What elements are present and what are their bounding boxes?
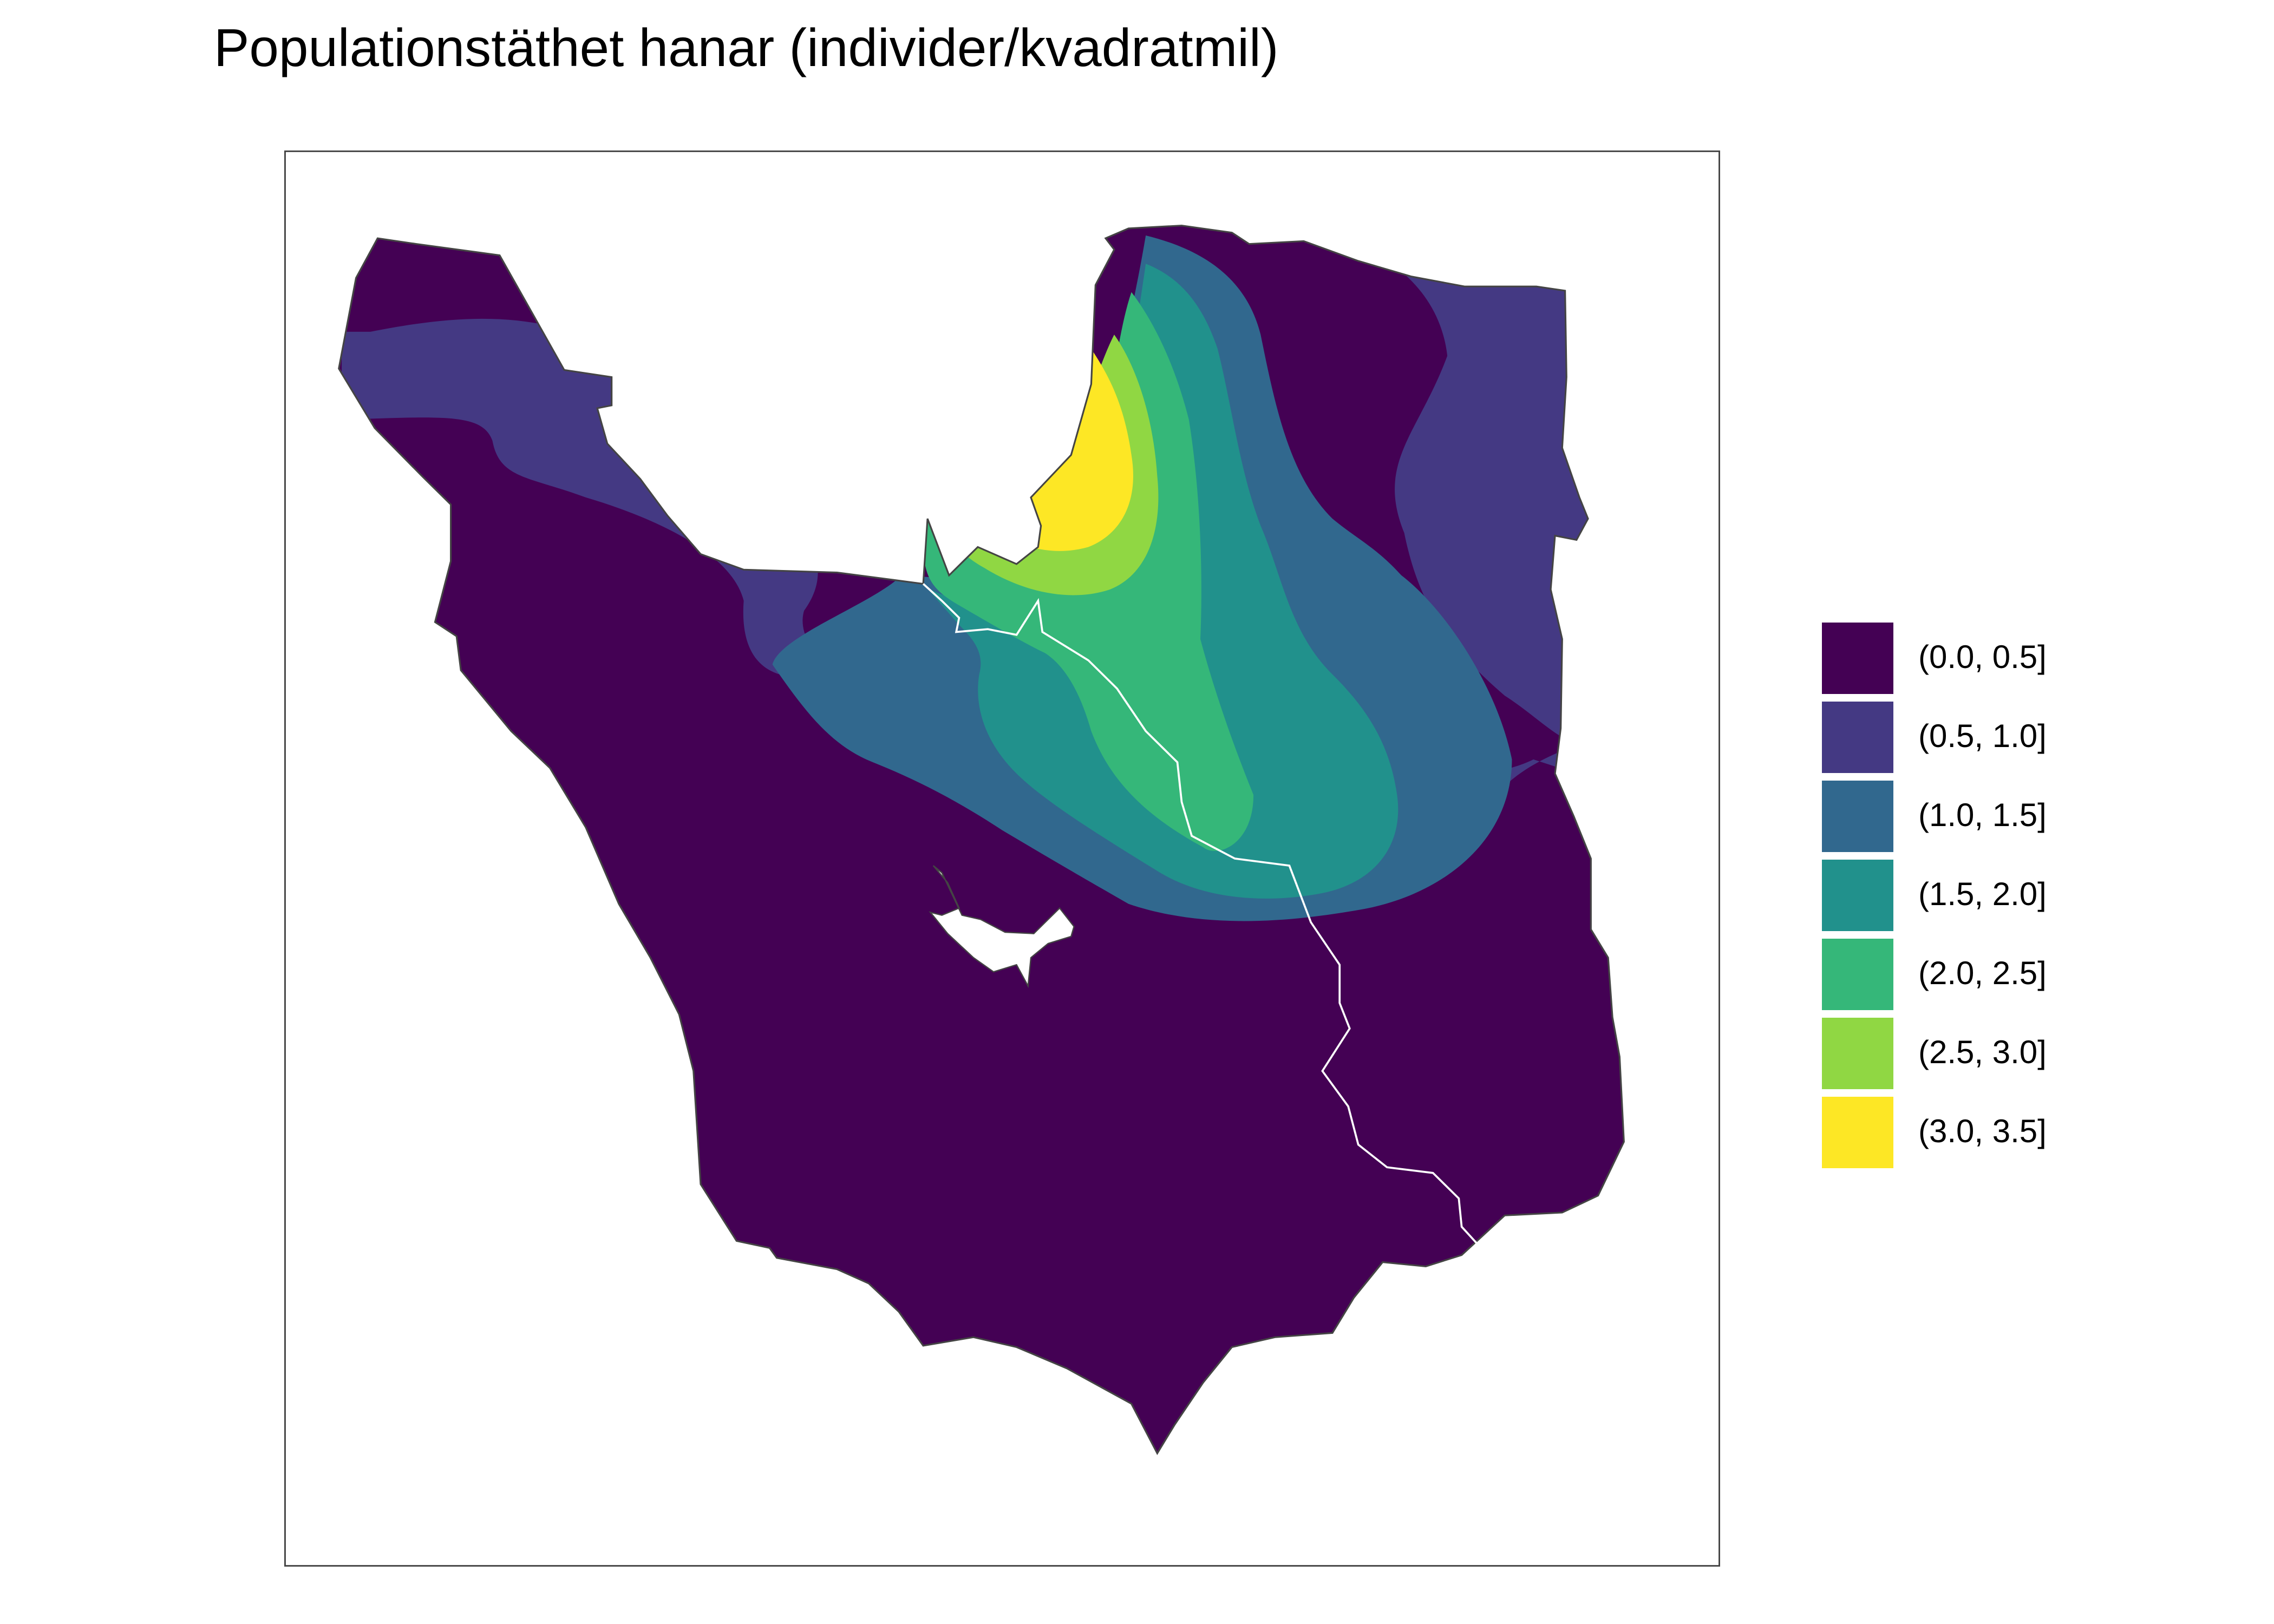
legend-swatch	[1822, 860, 1893, 931]
legend-swatch	[1822, 702, 1893, 773]
legend-label: (3.0, 3.5]	[1918, 1113, 2047, 1149]
legend-label: (0.0, 0.5]	[1918, 639, 2047, 675]
legend-swatch	[1822, 1018, 1893, 1089]
legend-label: (1.5, 2.0]	[1918, 876, 2047, 912]
legend-label: (1.0, 1.5]	[1918, 797, 2047, 833]
legend: (0.0, 0.5] (0.5, 1.0] (1.0, 1.5] (1.5, 2…	[1822, 623, 2125, 1176]
legend-swatch	[1822, 939, 1893, 1010]
map-frame	[284, 150, 1720, 1567]
density-bands	[338, 225, 1624, 1453]
legend-item: (3.0, 3.5]	[1822, 1097, 2125, 1176]
map-title: Populationstäthet hanar (individer/kvadr…	[214, 18, 1279, 77]
legend-swatch	[1822, 623, 1893, 694]
legend-item: (1.5, 2.0]	[1822, 860, 2125, 939]
density-map	[284, 150, 1720, 1567]
legend-label: (0.5, 1.0]	[1918, 718, 2047, 754]
legend-label: (2.0, 2.5]	[1918, 955, 2047, 991]
legend-swatch	[1822, 781, 1893, 852]
band-0.5-1.0	[342, 225, 1624, 842]
legend-label: (2.5, 3.0]	[1918, 1034, 2047, 1070]
legend-swatch	[1822, 1097, 1893, 1168]
band-3.0-3.5	[964, 349, 1133, 551]
lake-hole	[929, 865, 1075, 988]
legend-item: (2.0, 2.5]	[1822, 939, 2125, 1018]
map-panel	[284, 150, 1720, 1567]
legend-item: (0.0, 0.5]	[1822, 623, 2125, 702]
legend-item: (0.5, 1.0]	[1822, 702, 2125, 781]
internal-border	[922, 583, 1488, 1256]
legend-item: (2.5, 3.0]	[1822, 1018, 2125, 1097]
legend-item: (1.0, 1.5]	[1822, 781, 2125, 860]
